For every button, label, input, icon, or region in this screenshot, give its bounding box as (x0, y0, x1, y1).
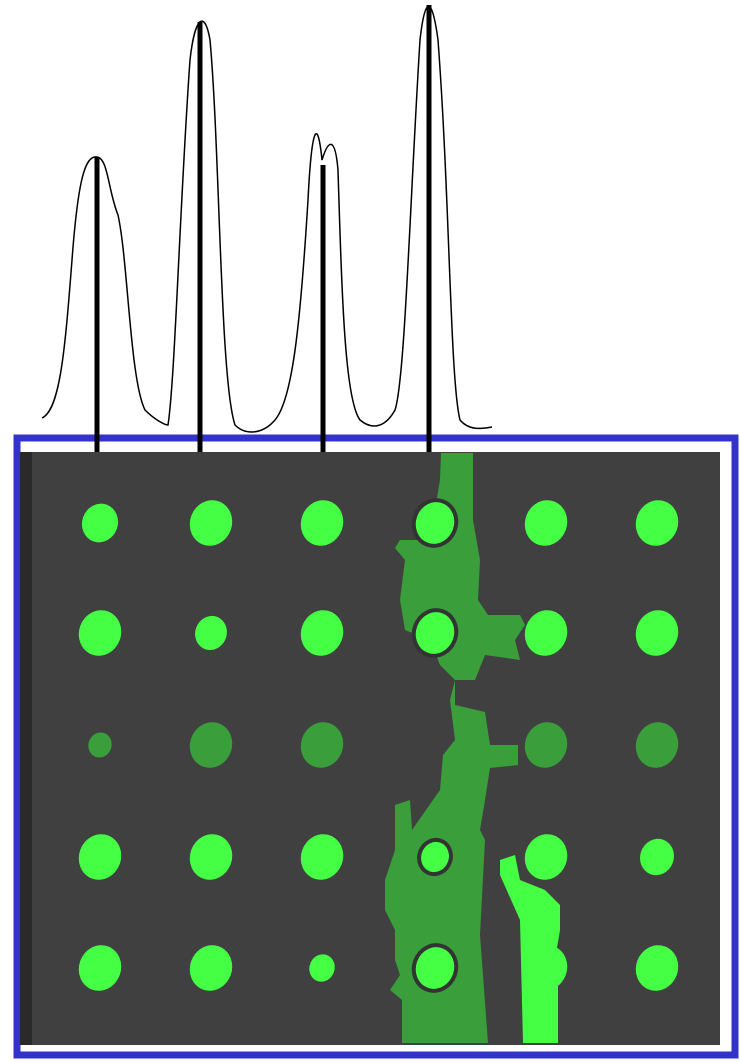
scene (0, 0, 740, 1062)
page: (() => { const g = document.getElementBy… (0, 0, 740, 1062)
image-edge (20, 452, 32, 1045)
image-area (20, 452, 720, 1045)
